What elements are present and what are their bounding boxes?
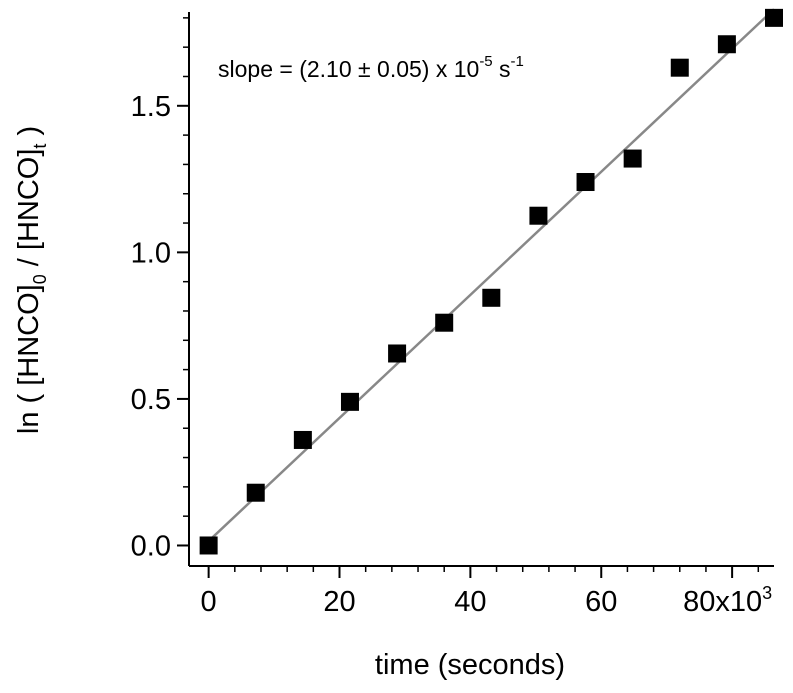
data-point bbox=[482, 288, 501, 307]
fit-line bbox=[207, 8, 775, 542]
data-point bbox=[340, 392, 359, 411]
y-axis-title-subt: t bbox=[30, 144, 50, 149]
x-tick-label: 0 bbox=[201, 586, 217, 618]
data-point bbox=[435, 313, 454, 332]
slope-annotation-exp2: -1 bbox=[511, 53, 524, 70]
y-tick-label: 0.0 bbox=[131, 530, 171, 562]
x-tick-label: 20 bbox=[323, 586, 355, 618]
x-ticks: 0 20 40 60 80x103 bbox=[201, 566, 772, 618]
axes bbox=[188, 12, 774, 567]
y-tick-label: 1.5 bbox=[131, 91, 171, 123]
data-point bbox=[529, 206, 548, 225]
slope-annotation-unit: s bbox=[493, 56, 511, 82]
x-tick-label: 80x103 bbox=[683, 583, 772, 618]
y-tick-label: 1.0 bbox=[131, 237, 171, 269]
data-point bbox=[717, 35, 736, 54]
y-axis-title-prefix: ln ( [HNCO] bbox=[13, 284, 45, 434]
y-axis-title: ln ( [HNCO]0 / [HNCO]t ) bbox=[13, 126, 50, 434]
slope-annotation-main: slope = (2.10 ± 0.05) x 10 bbox=[218, 56, 479, 82]
data-point bbox=[623, 149, 642, 168]
data-point bbox=[765, 8, 783, 27]
data-point bbox=[246, 483, 265, 502]
x-axis-title: time (seconds) bbox=[375, 649, 565, 681]
x-tick-label: 60 bbox=[585, 586, 617, 618]
x-exponent-label: 3 bbox=[762, 583, 772, 603]
y-axis-title-suffix: ) bbox=[13, 126, 45, 144]
y-axis-title-sub0: 0 bbox=[30, 274, 50, 284]
x-tick-label: 40 bbox=[454, 586, 486, 618]
slope-annotation-exp1: -5 bbox=[479, 53, 492, 70]
data-point bbox=[576, 173, 595, 192]
y-ticks: 0.0 0.5 1.0 1.5 bbox=[131, 17, 189, 562]
data-point bbox=[199, 536, 218, 555]
slope-annotation: slope = (2.10 ± 0.05) x 10-5 s-1 bbox=[218, 53, 524, 82]
y-axis-title-middle: / [HNCO] bbox=[13, 149, 45, 275]
y-tick-label: 0.5 bbox=[131, 384, 171, 416]
data-point bbox=[293, 430, 312, 449]
data-point bbox=[388, 344, 407, 363]
data-points bbox=[199, 8, 783, 555]
data-point bbox=[670, 58, 689, 77]
